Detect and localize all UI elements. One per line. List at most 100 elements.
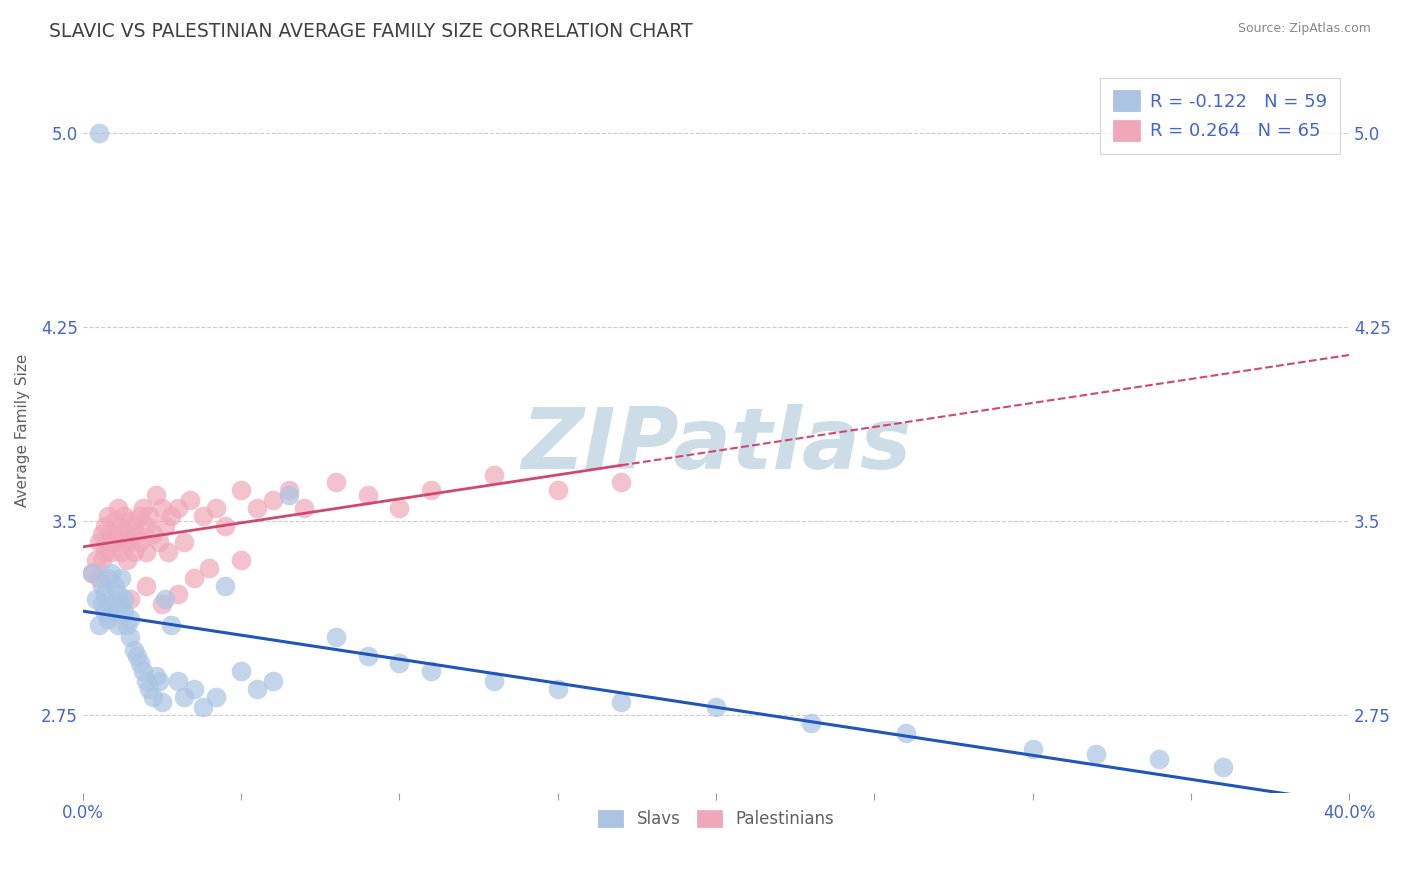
Point — [112, 591, 135, 606]
Point — [87, 617, 110, 632]
Point — [138, 508, 160, 523]
Point — [107, 617, 129, 632]
Point — [357, 488, 380, 502]
Point — [94, 545, 117, 559]
Point — [103, 605, 125, 619]
Point — [277, 488, 299, 502]
Point — [87, 126, 110, 140]
Point — [115, 527, 138, 541]
Point — [122, 545, 145, 559]
Point — [157, 545, 180, 559]
Point — [132, 664, 155, 678]
Point — [110, 597, 132, 611]
Point — [183, 682, 205, 697]
Point — [231, 483, 253, 497]
Point — [547, 483, 569, 497]
Point — [191, 508, 214, 523]
Point — [87, 534, 110, 549]
Point — [132, 501, 155, 516]
Point — [214, 579, 236, 593]
Point — [103, 514, 125, 528]
Point — [125, 648, 148, 663]
Point — [204, 501, 226, 516]
Point — [191, 700, 214, 714]
Point — [120, 534, 142, 549]
Point — [231, 664, 253, 678]
Point — [120, 591, 142, 606]
Point — [103, 579, 125, 593]
Point — [610, 475, 633, 490]
Point — [246, 501, 269, 516]
Point — [153, 591, 176, 606]
Point — [115, 553, 138, 567]
Point — [231, 553, 253, 567]
Point — [145, 669, 167, 683]
Point — [90, 553, 112, 567]
Point — [87, 571, 110, 585]
Point — [97, 612, 120, 626]
Point — [135, 674, 157, 689]
Point — [183, 571, 205, 585]
Point — [148, 534, 170, 549]
Point — [160, 508, 183, 523]
Point — [94, 605, 117, 619]
Point — [173, 690, 195, 704]
Point — [141, 527, 163, 541]
Point — [484, 674, 506, 689]
Point — [420, 664, 443, 678]
Point — [262, 674, 284, 689]
Point — [120, 514, 142, 528]
Point — [166, 501, 188, 516]
Point — [135, 545, 157, 559]
Point — [153, 519, 176, 533]
Point — [135, 579, 157, 593]
Point — [125, 527, 148, 541]
Point — [357, 648, 380, 663]
Point — [179, 493, 201, 508]
Point — [97, 571, 120, 585]
Point — [97, 534, 120, 549]
Legend: Slavs, Palestinians: Slavs, Palestinians — [592, 804, 841, 835]
Point — [145, 488, 167, 502]
Point — [107, 586, 129, 600]
Point — [1149, 752, 1171, 766]
Point — [262, 493, 284, 508]
Point — [128, 657, 150, 671]
Point — [112, 605, 135, 619]
Point — [107, 527, 129, 541]
Point — [160, 617, 183, 632]
Point — [120, 612, 142, 626]
Point — [112, 534, 135, 549]
Point — [800, 715, 823, 730]
Point — [610, 695, 633, 709]
Point — [325, 475, 347, 490]
Point — [82, 566, 104, 580]
Point — [388, 657, 411, 671]
Point — [704, 700, 727, 714]
Point — [150, 597, 173, 611]
Point — [277, 483, 299, 497]
Point — [150, 695, 173, 709]
Point — [150, 501, 173, 516]
Text: SLAVIC VS PALESTINIAN AVERAGE FAMILY SIZE CORRELATION CHART: SLAVIC VS PALESTINIAN AVERAGE FAMILY SIZ… — [49, 22, 693, 41]
Point — [1085, 747, 1108, 761]
Point — [84, 553, 107, 567]
Point — [173, 534, 195, 549]
Point — [90, 527, 112, 541]
Point — [120, 631, 142, 645]
Y-axis label: Average Family Size: Average Family Size — [15, 354, 30, 508]
Point — [198, 560, 221, 574]
Point — [214, 519, 236, 533]
Point — [110, 571, 132, 585]
Point — [166, 586, 188, 600]
Point — [420, 483, 443, 497]
Point — [97, 508, 120, 523]
Point — [122, 519, 145, 533]
Point — [82, 566, 104, 580]
Point — [294, 501, 316, 516]
Point — [90, 597, 112, 611]
Point — [100, 545, 122, 559]
Point — [107, 501, 129, 516]
Point — [166, 674, 188, 689]
Point — [90, 579, 112, 593]
